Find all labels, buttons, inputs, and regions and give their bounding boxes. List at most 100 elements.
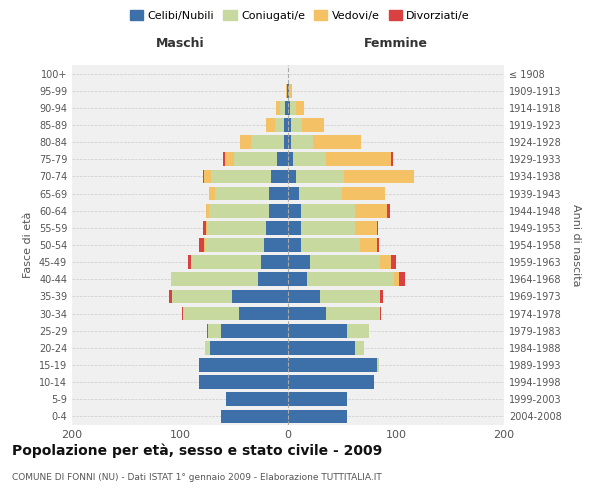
Bar <box>361 238 377 252</box>
Bar <box>288 290 320 304</box>
Text: COMUNE DI FONNI (NU) - Dati ISTAT 1° gennaio 2009 - Elaborazione TUTTITALIA.IT: COMUNE DI FONNI (NU) - Dati ISTAT 1° gen… <box>12 473 382 482</box>
Bar <box>288 101 290 114</box>
Bar <box>199 376 288 389</box>
Bar <box>288 186 299 200</box>
Bar <box>307 272 394 286</box>
Text: Popolazione per età, sesso e stato civile - 2009: Popolazione per età, sesso e stato civil… <box>12 444 382 458</box>
Bar <box>347 324 369 338</box>
Bar <box>204 238 205 252</box>
Bar <box>377 358 379 372</box>
Bar <box>172 272 258 286</box>
Bar <box>277 152 288 166</box>
Bar <box>326 306 380 320</box>
Bar <box>342 186 385 200</box>
Bar <box>188 256 191 269</box>
Bar <box>293 152 326 166</box>
Bar <box>326 152 391 166</box>
Bar <box>288 256 310 269</box>
Bar <box>344 170 415 183</box>
Bar <box>296 101 304 114</box>
Bar <box>355 221 377 234</box>
Bar <box>183 306 239 320</box>
Bar <box>288 341 355 354</box>
Bar <box>388 204 389 218</box>
Bar <box>275 118 284 132</box>
Bar <box>204 170 211 183</box>
Bar <box>355 341 364 354</box>
Bar <box>226 152 234 166</box>
Bar <box>207 324 208 338</box>
Bar <box>288 170 296 183</box>
Bar <box>251 136 284 149</box>
Bar <box>288 376 374 389</box>
Bar <box>284 118 288 132</box>
Bar <box>241 136 251 149</box>
Bar <box>288 272 307 286</box>
Bar <box>234 152 277 166</box>
Text: Maschi: Maschi <box>155 37 205 50</box>
Bar <box>313 136 361 149</box>
Bar <box>205 341 210 354</box>
Bar <box>288 306 326 320</box>
Bar <box>302 118 323 132</box>
Bar <box>288 324 347 338</box>
Bar <box>269 204 288 218</box>
Bar <box>301 238 361 252</box>
Bar <box>289 84 290 98</box>
Bar <box>223 152 226 166</box>
Bar <box>320 290 380 304</box>
Bar <box>288 392 347 406</box>
Bar <box>271 170 288 183</box>
Bar <box>211 170 271 183</box>
Bar <box>221 410 288 424</box>
Bar <box>355 204 388 218</box>
Bar <box>288 118 291 132</box>
Text: Femmine: Femmine <box>364 37 428 50</box>
Bar <box>399 272 404 286</box>
Bar <box>191 256 261 269</box>
Bar <box>291 136 313 149</box>
Bar <box>199 238 204 252</box>
Legend: Celibi/Nubili, Coniugati/e, Vedovi/e, Divorziati/e: Celibi/Nubili, Coniugati/e, Vedovi/e, Di… <box>125 6 475 25</box>
Bar <box>209 204 269 218</box>
Bar <box>203 221 206 234</box>
Bar <box>288 221 301 234</box>
Bar <box>380 290 383 304</box>
Y-axis label: Anni di nascita: Anni di nascita <box>571 204 581 286</box>
Bar <box>182 306 183 320</box>
Bar <box>261 256 288 269</box>
Bar <box>207 221 266 234</box>
Bar <box>301 221 355 234</box>
Bar <box>284 136 288 149</box>
Bar <box>266 118 275 132</box>
Bar <box>215 186 269 200</box>
Bar <box>269 186 288 200</box>
Bar <box>291 118 302 132</box>
Bar <box>301 204 355 218</box>
Bar <box>391 256 396 269</box>
Bar <box>210 341 288 354</box>
Bar <box>206 221 207 234</box>
Bar <box>226 392 288 406</box>
Bar <box>288 238 301 252</box>
Bar <box>286 84 287 98</box>
Bar <box>288 204 301 218</box>
Bar <box>391 152 393 166</box>
Bar <box>205 238 264 252</box>
Bar <box>199 358 288 372</box>
Bar <box>288 84 289 98</box>
Bar <box>285 101 288 114</box>
Bar <box>266 221 288 234</box>
Bar <box>288 152 293 166</box>
Bar <box>221 324 288 338</box>
Bar <box>203 170 204 183</box>
Bar <box>208 324 221 338</box>
Bar <box>394 272 399 286</box>
Bar <box>206 204 209 218</box>
Bar <box>299 186 342 200</box>
Bar <box>290 101 296 114</box>
Bar <box>380 306 381 320</box>
Bar <box>288 358 377 372</box>
Bar <box>377 238 379 252</box>
Bar <box>290 84 292 98</box>
